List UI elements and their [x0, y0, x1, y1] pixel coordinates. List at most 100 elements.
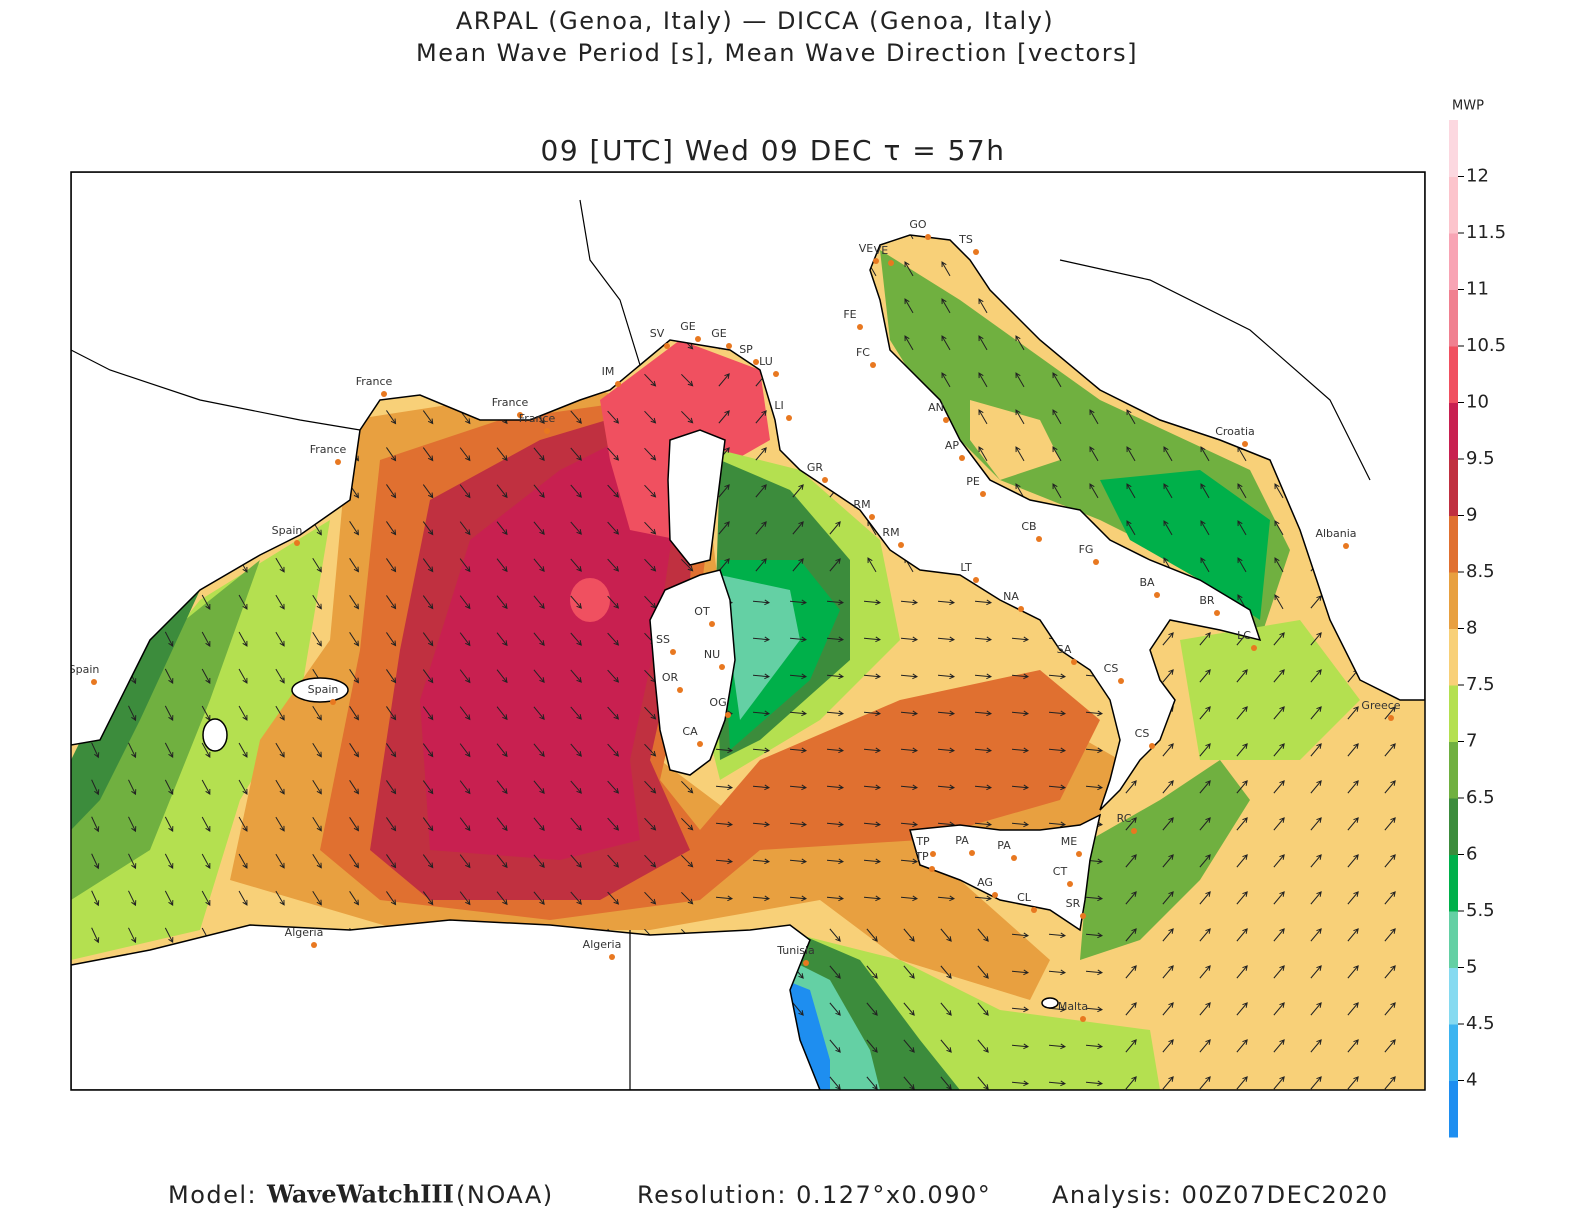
- place-label: Albania: [1315, 527, 1356, 540]
- vector: [1011, 1080, 1030, 1087]
- vector: [1347, 928, 1359, 942]
- vector: [1085, 932, 1104, 939]
- vector: [533, 521, 545, 535]
- vector: [496, 780, 508, 795]
- vector: [900, 821, 919, 828]
- vector: [752, 673, 771, 680]
- vector: [607, 743, 620, 757]
- vector: [974, 784, 993, 791]
- place-dot: [1080, 1016, 1086, 1022]
- vector: [974, 636, 993, 643]
- colorbar-tick-label: 6.5: [1466, 787, 1495, 808]
- vector: [1236, 854, 1248, 868]
- vector: [1347, 965, 1359, 979]
- vector: [1089, 483, 1099, 499]
- vector: [863, 858, 882, 865]
- vector: [1011, 932, 1030, 939]
- vector: [496, 891, 508, 906]
- vector: [1236, 817, 1248, 831]
- place-label: SP: [739, 343, 753, 356]
- place-label: BA: [1139, 576, 1155, 589]
- place-label: LT: [960, 561, 972, 574]
- place-label: FG: [1079, 543, 1094, 556]
- colorbar-tick-label: 5.5: [1466, 900, 1495, 921]
- place-dot: [930, 851, 936, 857]
- border: [1059, 259, 1371, 481]
- vector: [1273, 817, 1285, 831]
- vector: [644, 558, 657, 572]
- colorbar-segment: [1449, 346, 1458, 403]
- vector: [164, 779, 174, 796]
- land-sardinia: [649, 569, 736, 776]
- vector: [1310, 1076, 1322, 1090]
- place-label: OT: [694, 605, 710, 618]
- place-dot: [1118, 678, 1124, 684]
- model-name: WaveWatchIII: [266, 1180, 454, 1209]
- borders: [71, 199, 1371, 1090]
- vector: [607, 558, 620, 572]
- place-label: CS: [1135, 727, 1150, 740]
- place-label: CB: [1021, 520, 1036, 533]
- vector: [570, 595, 582, 609]
- place-dot: [677, 687, 683, 693]
- vector: [1162, 928, 1174, 942]
- place-label: CL: [1017, 891, 1032, 904]
- colorbar-tick-label: 8.5: [1466, 561, 1495, 582]
- place-label: France: [519, 412, 556, 425]
- place-label: ME: [1061, 835, 1077, 848]
- vector: [1085, 784, 1104, 791]
- vector: [128, 927, 137, 944]
- colorbar-tick-label: 7: [1466, 731, 1477, 752]
- colorbar-segment: [1449, 1024, 1458, 1081]
- place-label: Algeria: [583, 938, 622, 951]
- vector: [1162, 1039, 1174, 1053]
- vector: [1052, 372, 1062, 388]
- place-dot: [1018, 606, 1024, 612]
- vector: [900, 747, 919, 754]
- place-label: France: [492, 396, 529, 409]
- vector: [1011, 1006, 1030, 1013]
- vector: [91, 742, 100, 759]
- vector: [937, 636, 956, 643]
- vector: [607, 410, 620, 424]
- vector: [1274, 594, 1284, 610]
- vector: [422, 780, 434, 795]
- vector: [570, 558, 582, 572]
- vector: [1384, 928, 1396, 942]
- vector: [863, 747, 882, 754]
- vector: [459, 817, 471, 832]
- place-dot: [869, 514, 875, 520]
- vector: [386, 706, 397, 721]
- vector: [164, 890, 174, 907]
- vector: [128, 890, 137, 907]
- vector: [422, 891, 434, 906]
- place-dot: [615, 381, 621, 387]
- place-dot: [1343, 543, 1349, 549]
- place-dot: [1011, 855, 1017, 861]
- vector: [752, 710, 771, 717]
- vector: [826, 821, 845, 828]
- vector: [826, 895, 845, 902]
- vector: [386, 669, 397, 684]
- vector: [533, 632, 545, 646]
- place-label: Spain: [69, 663, 100, 676]
- vector: [940, 1039, 952, 1053]
- vector: [533, 595, 545, 609]
- place-label: Croatia: [1215, 425, 1255, 438]
- place-dot: [992, 892, 998, 898]
- vector: [1162, 817, 1174, 831]
- vector: [1162, 780, 1174, 794]
- vector: [715, 858, 734, 865]
- vector: [900, 858, 919, 865]
- vector: [459, 669, 471, 684]
- colorbar-tick-label: 7.5: [1466, 674, 1495, 695]
- vector: [829, 928, 841, 942]
- vector: [789, 747, 808, 754]
- place-label: SS: [656, 633, 670, 646]
- vector: [349, 780, 359, 795]
- place-label: VE: [859, 242, 874, 255]
- place-dot: [973, 249, 979, 255]
- vector: [1273, 965, 1285, 979]
- vector: [1237, 483, 1247, 499]
- vector: [903, 928, 915, 942]
